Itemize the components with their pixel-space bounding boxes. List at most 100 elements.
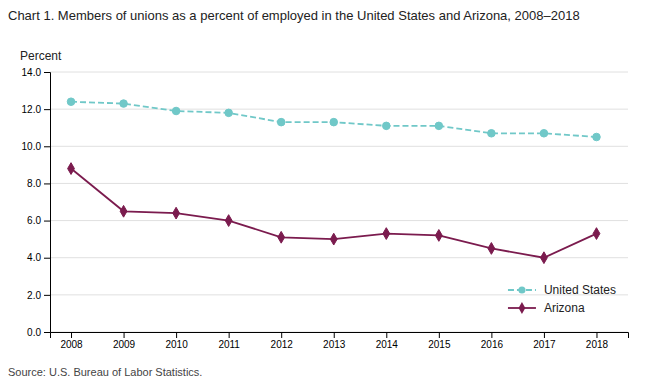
y-axis-line	[44, 73, 51, 333]
x-tick-mark	[386, 332, 387, 338]
y-tick: 10.0	[22, 141, 50, 152]
x-tick-mark	[176, 332, 177, 338]
grid-line	[50, 109, 628, 110]
marker	[383, 228, 390, 240]
marker	[488, 130, 496, 138]
y-tick-mark	[44, 258, 50, 259]
x-tick-label: 2017	[533, 339, 556, 350]
grid-line	[50, 72, 628, 73]
grid-line	[50, 294, 628, 295]
x-tick-label: 2015	[428, 339, 451, 350]
marker	[383, 122, 391, 130]
x-tick-label: 2009	[113, 339, 136, 350]
x-tick: 2011	[218, 332, 240, 350]
legend-marker	[519, 302, 526, 314]
series-markers	[67, 98, 600, 141]
marker	[173, 207, 180, 219]
legend-entry: Arizona	[508, 301, 585, 315]
marker	[225, 215, 232, 227]
x-tick: 2010	[165, 332, 188, 350]
x-tick-mark	[596, 332, 597, 338]
marker	[278, 231, 285, 243]
y-tick-label: 14.0	[22, 67, 42, 78]
x-tick: 2016	[481, 332, 504, 350]
x-tick: 2017	[533, 332, 556, 350]
marker	[172, 107, 180, 115]
y-tick-label: 0.0	[27, 327, 41, 338]
y-tick-label: 8.0	[27, 178, 41, 189]
y-tick-mark	[44, 183, 50, 184]
grid-line	[50, 220, 628, 221]
x-tick-mark	[281, 332, 282, 338]
y-tick: 4.0	[27, 252, 50, 263]
series-line	[71, 102, 596, 137]
x-tick-mark	[71, 332, 72, 338]
y-tick: 12.0	[22, 104, 50, 115]
marks	[67, 98, 600, 264]
chart: Chart 1. Members of unions as a percent …	[0, 0, 650, 384]
x-tick: 2018	[586, 332, 609, 350]
x-tick-label: 2008	[60, 339, 83, 350]
y-tick-mark	[44, 332, 50, 333]
y-tick-mark	[44, 146, 50, 147]
x-tick-mark	[229, 332, 230, 338]
x-axis-line	[51, 333, 629, 339]
x-tick-mark	[544, 332, 545, 338]
y-axis-title: Percent	[20, 49, 62, 63]
x-tick: 2013	[323, 332, 346, 350]
x-tick: 2008	[60, 332, 83, 350]
marker	[540, 130, 548, 138]
marker	[435, 230, 442, 242]
x-tick-label: 2016	[481, 339, 504, 350]
legend-label: Arizona	[544, 301, 585, 315]
y-tick-mark	[44, 295, 50, 296]
marker	[68, 163, 75, 175]
marker	[593, 228, 600, 240]
series-line	[71, 169, 596, 258]
y-tick: 6.0	[27, 215, 50, 226]
marker	[225, 109, 233, 117]
marker	[120, 100, 128, 108]
x-tick-label: 2011	[218, 339, 240, 350]
x-tick-label: 2012	[271, 339, 294, 350]
marker	[330, 118, 338, 126]
marker	[488, 243, 495, 255]
y-tick-mark	[44, 109, 50, 110]
legend-entry: United States	[508, 283, 616, 297]
y-tick: 0.0	[27, 327, 50, 338]
y-tick: 2.0	[27, 290, 50, 301]
annotation: Source: U.S. Bureau of Labor Statistics.	[8, 366, 202, 378]
marker	[277, 118, 285, 126]
marker	[330, 233, 337, 245]
grid-line	[50, 146, 628, 147]
y-tick-label: 12.0	[22, 104, 42, 115]
y-tick-label: 4.0	[27, 252, 41, 263]
x-tick-mark	[124, 332, 125, 338]
x-tick-mark	[439, 332, 440, 338]
y-tick-mark	[44, 221, 50, 222]
marker	[541, 252, 548, 264]
legend-label: United States	[544, 283, 616, 297]
x-tick-label: 2013	[323, 339, 346, 350]
marker	[120, 205, 127, 217]
y-tick: 8.0	[27, 178, 50, 189]
y-tick-label: 6.0	[27, 215, 41, 226]
marker	[435, 122, 443, 130]
x-axis: 2008 2009 2010 2011 2012 2013 2014 2015 2016 2017…	[51, 332, 629, 350]
y-tick-label: 2.0	[27, 290, 41, 301]
plot: 2008 2009 2010 2011 2012 2013 2014 2015 2016 2017…	[22, 67, 629, 350]
x-tick-label: 2018	[586, 339, 609, 350]
x-tick-label: 2010	[165, 339, 188, 350]
y-tick: 14.0	[22, 67, 50, 78]
x-tick: 2015	[428, 332, 451, 350]
x-tick: 2009	[113, 332, 136, 350]
legend: United States Arizona	[508, 283, 616, 315]
x-tick: 2012	[271, 332, 294, 350]
legend-marker	[518, 286, 525, 293]
grid	[50, 72, 628, 332]
series-markers	[68, 163, 600, 264]
x-tick: 2014	[376, 332, 399, 350]
x-tick-mark	[334, 332, 335, 338]
marker	[593, 133, 601, 141]
title: Chart 1. Members of unions as a percent …	[8, 8, 580, 23]
